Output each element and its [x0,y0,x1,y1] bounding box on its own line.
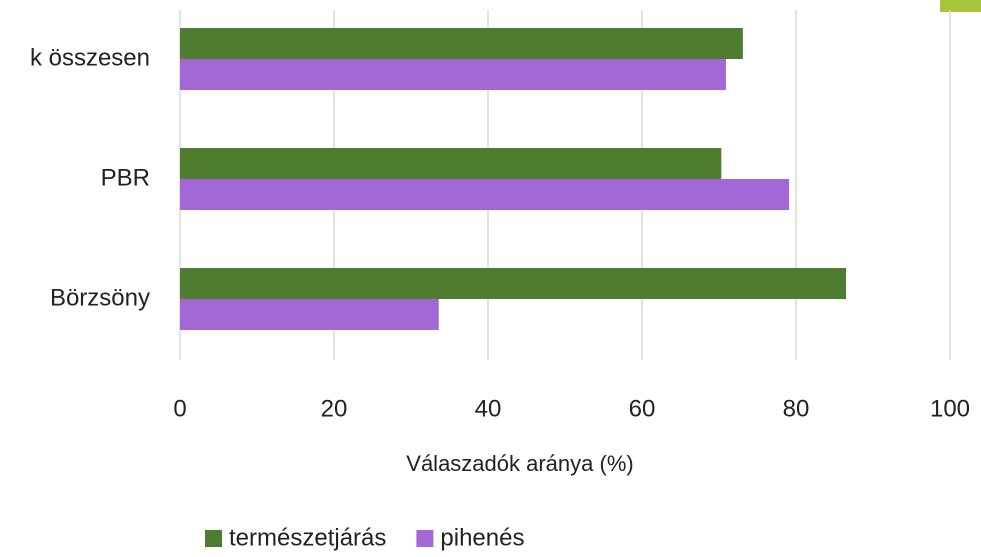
legend-swatch [416,530,434,547]
x-tick-label: 80 [783,395,810,422]
x-tick-label: 100 [930,395,970,422]
bar [180,268,847,299]
x-axis-label: Válaszadók aránya (%) [406,451,633,476]
x-tick-label: 20 [321,395,348,422]
bar [180,299,439,330]
y-tick-label: Börzsöny [50,284,150,311]
legend-label: pihenés [440,524,524,551]
corner-decoration [940,0,981,12]
y-tick-label: k összesen [30,44,150,71]
bar [180,28,743,59]
x-tick-label: 40 [475,395,502,422]
bar [180,59,726,90]
bar [180,148,722,179]
x-tick-label: 0 [173,395,186,422]
bar [180,179,790,210]
y-tick-label: PBR [101,164,150,191]
legend-label: természetjárás [229,524,386,551]
x-tick-label: 60 [629,395,656,422]
legend-swatch [205,530,222,547]
